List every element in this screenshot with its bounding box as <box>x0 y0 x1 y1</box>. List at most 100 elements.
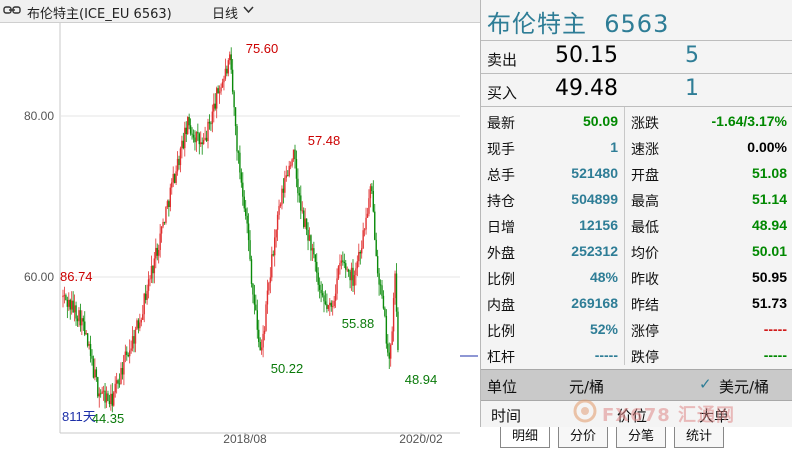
candle-body <box>152 265 154 274</box>
candle-body <box>349 271 351 281</box>
candle-body <box>333 300 335 306</box>
candle-body <box>133 336 135 344</box>
quote-value: -1.64/3.17% <box>711 113 788 129</box>
candle-body <box>305 218 308 230</box>
quote-key: 开盘 <box>631 167 659 183</box>
candle-body <box>107 393 109 402</box>
candle-body <box>86 333 89 346</box>
candle-body <box>85 333 87 335</box>
candle-body <box>207 121 209 141</box>
candle-body <box>211 111 214 124</box>
candle-body <box>130 348 132 351</box>
candle-body <box>289 165 292 167</box>
candle-body <box>395 273 398 312</box>
candle-body <box>179 148 182 166</box>
candle-body <box>136 320 138 330</box>
candle-body <box>245 208 247 216</box>
quote-cell: 外盘 252312 <box>481 239 624 265</box>
candle-body <box>198 133 200 145</box>
quote-value: 50.09 <box>582 113 618 129</box>
quote-value: 269168 <box>571 295 618 311</box>
candle-body <box>104 390 106 403</box>
link-icon[interactable] <box>3 4 21 16</box>
quote-cell: 昨收 50.95 <box>625 265 792 291</box>
candle-body <box>147 279 150 291</box>
candle-body <box>327 305 330 309</box>
tab-detail[interactable]: 明细 <box>500 427 550 448</box>
candle-body <box>324 301 327 305</box>
watermark-text: FX678 汇通网 <box>602 405 736 426</box>
candle-body <box>260 347 263 351</box>
candle-body <box>189 125 192 134</box>
quote-value: 52% <box>589 321 618 337</box>
tab-stats[interactable]: 统计 <box>674 427 724 448</box>
candle-body <box>155 247 157 259</box>
quote-key: 速涨 <box>631 141 659 157</box>
candle-body <box>294 149 296 160</box>
candle-body <box>374 211 376 240</box>
candle-body <box>391 331 393 345</box>
quote-key: 外盘 <box>487 245 515 261</box>
quote-key: 日增 <box>487 219 515 235</box>
candle-body <box>384 308 386 316</box>
candle-body <box>75 305 77 319</box>
candle-body <box>276 214 279 230</box>
quote-value: 1 <box>610 139 618 155</box>
quote-panel: 布伦特主 6563 卖出 50.15 5 买入 49.48 1 最新 50.09 涨… <box>480 0 792 450</box>
price-annotation: 57.48 <box>308 133 341 148</box>
sell-price: 50.15 <box>555 43 618 68</box>
candle-body <box>375 239 377 257</box>
candle-body <box>98 393 100 397</box>
candle-body <box>223 78 225 83</box>
candle-body <box>160 226 163 234</box>
bottom-tabs: 明细 分价 分笔 统计 <box>480 427 792 450</box>
unit-alt-toggle[interactable]: 美元/桶 <box>719 378 770 396</box>
candle-body <box>369 186 372 199</box>
candle-body <box>144 293 147 300</box>
candle-body <box>362 230 364 249</box>
candle-body <box>330 302 332 307</box>
candle-body <box>172 173 174 183</box>
candle-body <box>100 393 102 395</box>
chart-canvas[interactable]: 80.00 60.00 2018/08 2020/02 86.74 75.60 57.48 5… <box>0 23 478 450</box>
candle-body <box>246 215 248 224</box>
buy-volume: 1 <box>685 76 699 101</box>
candle-body <box>188 117 190 126</box>
quote-cell: 跌停 ----- <box>625 343 792 369</box>
candle-body <box>202 140 205 145</box>
candle-body <box>271 254 273 278</box>
unit-value: 元/桶 <box>569 378 605 396</box>
quote-key: 持仓 <box>487 193 515 209</box>
candle-body <box>307 229 309 241</box>
chevron-down-icon[interactable] <box>243 6 254 14</box>
quote-key: 涨跌 <box>631 115 659 131</box>
candle-body <box>227 60 229 74</box>
candle-body <box>210 123 212 125</box>
candlestick-chart[interactable]: 80.00 60.00 2018/08 2020/02 86.74 75.60 57.48 5… <box>0 23 478 450</box>
candle-body <box>279 204 282 207</box>
candle-body <box>288 165 290 176</box>
tab-tick[interactable]: 分笔 <box>616 427 666 448</box>
candle-body <box>262 333 264 348</box>
candle-body <box>182 140 185 149</box>
quote-cell: 现手 1 <box>481 135 624 161</box>
candle-body <box>73 305 76 313</box>
candle-body <box>381 285 383 296</box>
candle-body <box>291 159 293 166</box>
candle-body <box>233 91 235 108</box>
candle-body <box>263 330 266 334</box>
candle-body <box>304 218 306 227</box>
candle-body <box>76 318 79 322</box>
period-selector[interactable]: 日线 <box>212 7 239 22</box>
quote-grid: 最新 50.09 涨跌 -1.64/3.17% 现手 1 速涨 0.00% 总手 521480 开盘… <box>481 106 792 369</box>
candle-body <box>217 88 219 94</box>
tab-price-split[interactable]: 分价 <box>558 427 608 448</box>
candle-body <box>102 390 105 392</box>
candle-body <box>249 240 251 260</box>
candle-body <box>353 275 356 286</box>
check-icon[interactable]: ✓ <box>699 375 712 393</box>
quote-value: 0.00% <box>747 139 787 155</box>
candle-body <box>118 383 121 385</box>
panel-header: 布伦特主 6563 <box>487 10 670 38</box>
candle-body <box>91 355 93 359</box>
